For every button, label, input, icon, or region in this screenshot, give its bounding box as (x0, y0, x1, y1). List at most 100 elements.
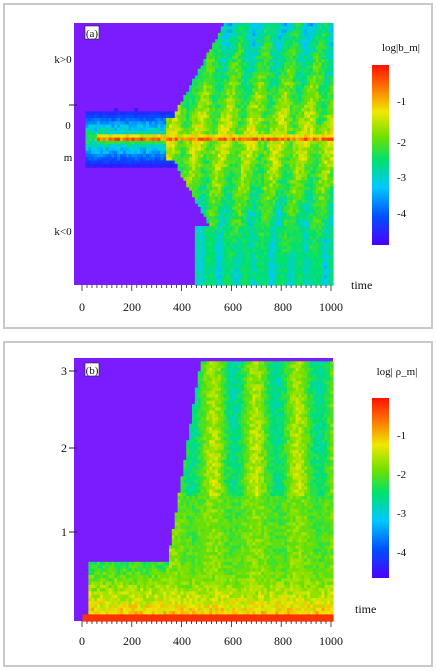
heatmap-cell (278, 248, 282, 253)
heatmap-cell (304, 173, 308, 178)
heatmap-cell (304, 170, 308, 175)
heatmap-cell (304, 134, 308, 139)
heatmap-cell (220, 95, 225, 99)
heatmap-cell (309, 239, 314, 244)
heatmap-cell (246, 42, 251, 47)
heatmap-cell (309, 268, 314, 273)
heatmap-cell (255, 232, 259, 237)
heatmap-cell (243, 367, 248, 372)
heatmap-cell (261, 62, 265, 67)
heatmap-cell (235, 361, 239, 366)
heatmap-cell (206, 377, 210, 382)
heatmap-cell (258, 361, 262, 366)
heatmap-cell (278, 150, 282, 155)
heatmap-cell (154, 157, 159, 162)
heatmap-cell (255, 199, 259, 204)
heatmap-cell (200, 275, 205, 280)
heatmap-cell (203, 59, 207, 63)
heatmap-cell (269, 101, 274, 106)
heatmap-cell (223, 371, 228, 376)
heatmap-cell (134, 127, 138, 132)
heatmap-cell (327, 134, 331, 139)
heatmap-cell (292, 364, 297, 369)
heatmap-cell (229, 229, 233, 234)
heatmap-cell (278, 258, 282, 263)
heatmap-cell (238, 134, 242, 139)
heatmap-cell (229, 390, 233, 395)
heatmap-cell (200, 390, 205, 395)
heatmap-cell (292, 81, 297, 86)
heatmap-cell (284, 52, 288, 57)
heatmap-cell (209, 167, 213, 171)
heatmap-cell (191, 167, 196, 171)
heatmap-cell (197, 275, 202, 280)
heatmap-cell (315, 262, 320, 266)
heatmap-cell (304, 278, 308, 283)
heatmap-cell (318, 121, 323, 126)
heatmap-cell (278, 85, 282, 90)
heatmap-cell (125, 137, 130, 142)
heatmap-cell (321, 374, 325, 379)
heatmap-cell (209, 209, 213, 214)
heatmap-cell (220, 268, 225, 273)
heatmap-cell (206, 394, 210, 399)
heatmap-cell (223, 36, 228, 40)
heatmap-cell (91, 147, 95, 152)
heatmap-cell (272, 45, 277, 50)
heatmap-cell (266, 78, 271, 83)
heatmap-cell (177, 154, 182, 158)
heatmap-cell (220, 199, 225, 204)
heatmap-cell (263, 163, 268, 168)
heatmap-cell (330, 271, 334, 276)
heatmap-cell (263, 203, 268, 208)
heatmap-cell (309, 49, 314, 54)
heatmap-cell (269, 209, 274, 214)
heatmap-cell (304, 206, 308, 211)
heatmap-cell (324, 190, 328, 194)
heatmap-cell (246, 81, 251, 86)
heatmap-cell (229, 45, 233, 50)
heatmap-cell (284, 137, 288, 142)
heatmap-cell (278, 127, 282, 132)
heatmap-cell (324, 95, 328, 99)
heatmap-cell (330, 127, 334, 132)
heatmap-cell (229, 203, 233, 208)
heatmap-cell (206, 95, 210, 99)
heatmap-cell (289, 68, 294, 73)
heatmap-cell (261, 281, 265, 286)
heatmap-cell (217, 36, 222, 40)
heatmap-cell (220, 111, 225, 116)
heatmap-cell (315, 98, 320, 103)
heatmap-cell (292, 248, 297, 253)
heatmap-cell (284, 140, 288, 145)
heatmap-cell (252, 137, 256, 142)
heatmap-cell (307, 262, 311, 266)
heatmap-cell (252, 371, 256, 376)
heatmap-cell (298, 364, 302, 369)
heatmap-cell (240, 226, 245, 230)
heatmap-cell (186, 150, 190, 155)
heatmap-cell (220, 160, 225, 165)
heatmap-cell (186, 144, 190, 149)
heatmap-cell (324, 75, 328, 80)
heatmap-cell (263, 265, 268, 270)
heatmap-cell (321, 131, 325, 135)
heatmap-cell (240, 196, 245, 201)
heatmap-cell (246, 212, 251, 217)
heatmap-cell (312, 180, 317, 185)
heatmap-cell (295, 199, 300, 204)
heatmap-cell (223, 271, 228, 276)
heatmap-cell (229, 190, 233, 194)
heatmap-cell (292, 23, 297, 27)
heatmap-cell (209, 364, 213, 369)
heatmap-cell (240, 199, 245, 204)
heatmap-cell (269, 72, 274, 77)
heatmap-cell (232, 104, 236, 109)
heatmap-cell (157, 131, 161, 135)
heatmap-cell (304, 23, 308, 27)
heatmap-cell (186, 101, 190, 106)
heatmap-cell (97, 111, 101, 116)
heatmap-cell (252, 387, 256, 392)
heatmap-cell (226, 364, 230, 369)
heatmap-cell (266, 91, 271, 96)
